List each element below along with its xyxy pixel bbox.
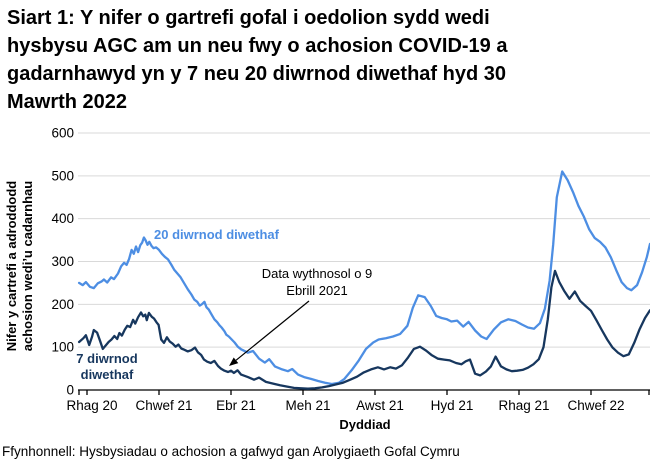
x-tick-label: Ebr 21 xyxy=(216,398,256,413)
series-label-7day: 7 diwrnod diwethaf xyxy=(76,351,138,382)
annotation-arrowhead xyxy=(229,357,239,366)
annotation-label: Data wythnosol o 9 Ebrill 2021 xyxy=(261,266,373,298)
y-tick-label: 400 xyxy=(51,211,74,226)
chart-title: Siart 1: Y nifer o gartrefi gofal i oedo… xyxy=(7,7,508,113)
y-tick-label: 100 xyxy=(51,340,74,355)
series-line-20day xyxy=(77,170,650,386)
x-tick-label: Chwef 21 xyxy=(135,398,192,413)
x-axis-title: Dyddiad xyxy=(339,417,391,432)
y-axis-title: Nifer y cartrefi a adroddodd achosion we… xyxy=(4,180,35,352)
x-tick-label: Hyd 21 xyxy=(431,398,474,413)
y-tick-label: 200 xyxy=(51,297,74,312)
series-line-7day xyxy=(77,269,650,390)
y-tick-label: 0 xyxy=(66,383,74,398)
x-tick-label: Rhag 21 xyxy=(498,398,549,413)
y-tick-label: 600 xyxy=(51,126,74,141)
series-label-20day: 20 diwrnod diwethaf xyxy=(154,227,279,242)
x-tick-label: Rhag 20 xyxy=(66,398,117,413)
y-tick-label: 300 xyxy=(51,254,74,269)
y-tick-label: 500 xyxy=(51,168,74,183)
x-tick-label: Chwef 22 xyxy=(567,398,624,413)
source-note: Ffynhonnell: Hysbysiadau o achosion a ga… xyxy=(2,444,460,459)
annotation-arrow xyxy=(235,300,310,361)
x-tick-label: Awst 21 xyxy=(356,398,404,413)
x-tick-label: Meh 21 xyxy=(285,398,330,413)
